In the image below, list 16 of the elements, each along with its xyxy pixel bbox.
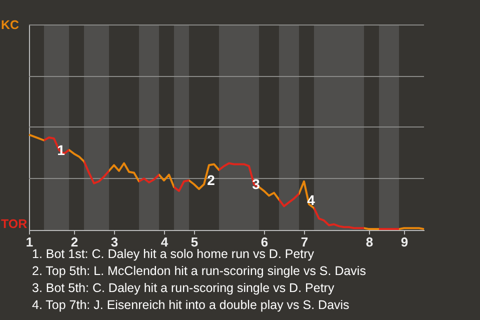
text: KC xyxy=(1,18,20,32)
x-tick-label: 9 xyxy=(400,234,408,250)
x-tick-label: 5 xyxy=(190,234,198,250)
text: 2. Top 5th: L. McClendon hit a run-scoring single vs S. Davis xyxy=(32,264,366,278)
annotation: 2 xyxy=(207,172,216,188)
x-tick-label: 6 xyxy=(260,234,268,250)
x-tick-label: 3 xyxy=(110,234,118,250)
text: 3. Bot 5th: C. Daley hit a run-scoring single vs D. Petry xyxy=(32,281,335,295)
x-tick-label: 8 xyxy=(366,234,374,250)
x-tick-label: 4 xyxy=(160,234,169,250)
text: 1. Bot 1st: C. Daley hit a solo home run vs D. Petry xyxy=(32,247,315,261)
x-tick-label: 7 xyxy=(300,234,308,250)
x-tick-label: 1 xyxy=(26,234,34,250)
x-tick-label: 2 xyxy=(70,234,78,250)
text: TOR xyxy=(1,217,28,231)
text: 4. Top 7th: J. Eisenreich hit into a double play vs S. Davis xyxy=(32,298,350,312)
